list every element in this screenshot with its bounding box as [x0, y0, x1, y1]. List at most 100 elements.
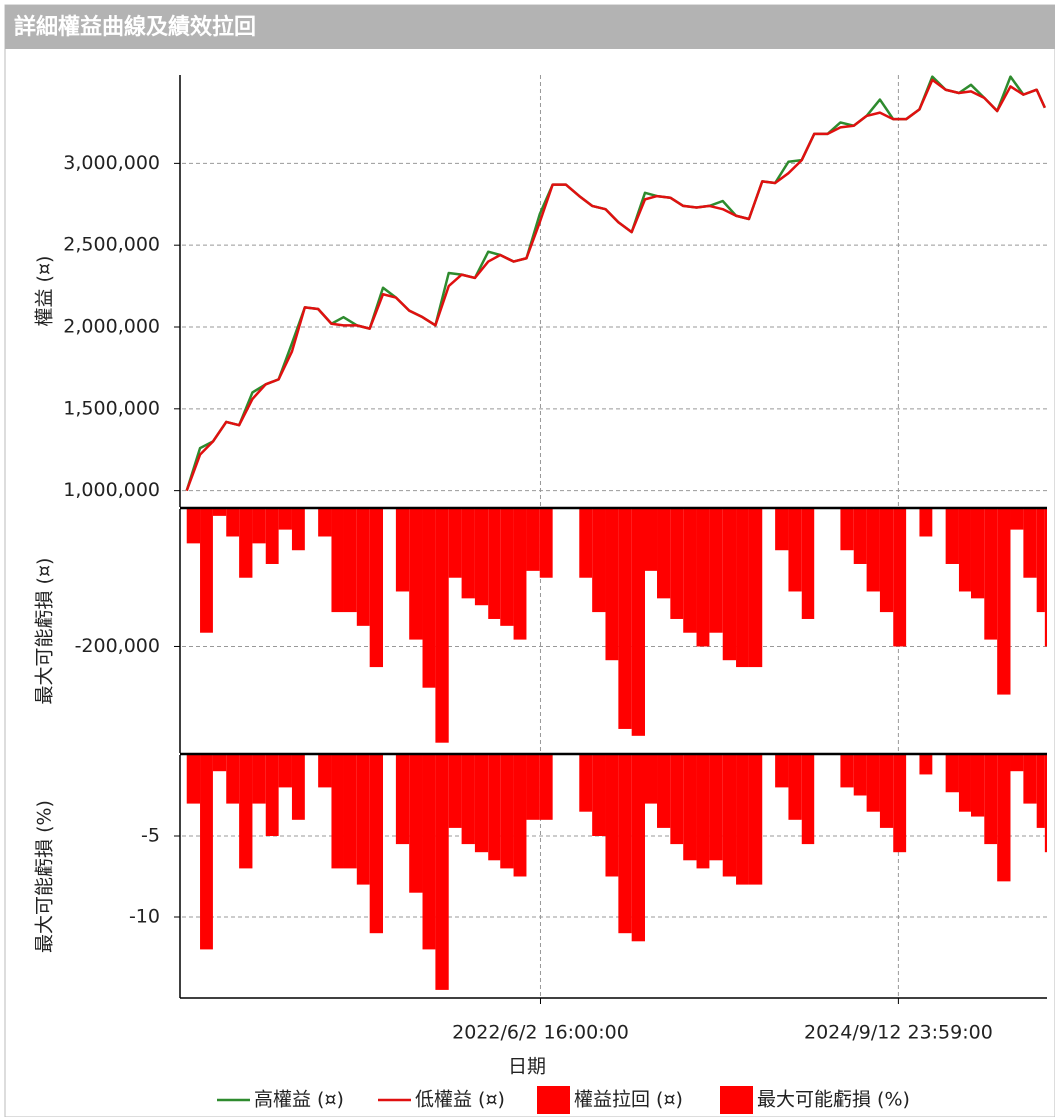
drawdown-bar: [579, 509, 593, 578]
legend-label: 權益拉回 (¤): [574, 1089, 683, 1111]
drawdown-bar: [893, 509, 907, 647]
drawdown-bar: [592, 755, 606, 836]
drawdown-bar: [409, 509, 423, 640]
y-tick-label: 2,500,000: [63, 234, 160, 256]
drawdown-bar: [618, 755, 632, 934]
legend-label: 最大可能虧損 (%): [757, 1089, 910, 1111]
drawdown-bar: [369, 755, 384, 934]
drawdown-bar: [997, 755, 1011, 882]
drawdown-bar: [395, 509, 410, 592]
drawdown-bar: [748, 755, 763, 885]
drawdown-bar: [343, 509, 357, 613]
drawdown-bar: [919, 755, 933, 775]
y-axis-label: 權益 (¤): [34, 256, 56, 327]
y-tick-label: -5: [141, 825, 160, 847]
drawdown-bar: [291, 755, 305, 820]
drawdown-bar: [945, 755, 959, 793]
drawdown-bar: [579, 755, 593, 812]
y-tick-label: 3,000,000: [63, 152, 160, 174]
drawdown-bar: [461, 755, 475, 845]
drawdown-bar: [356, 509, 370, 626]
legend-label: 低權益 (¤): [415, 1089, 505, 1111]
legend-swatch: [720, 1086, 753, 1114]
drawdown-bar: [200, 755, 213, 950]
drawdown-bar: [775, 755, 789, 788]
drawdown-bar: [1023, 755, 1037, 804]
drawdown-bar: [239, 509, 253, 578]
drawdown-bar: [539, 755, 553, 820]
drawdown-bar: [879, 509, 894, 613]
drawdown-bar: [318, 755, 332, 788]
drawdown-bar: [526, 509, 540, 571]
drawdown-bar: [984, 755, 998, 845]
y-axis-label: 最大可能虧損 (%): [34, 800, 56, 953]
drawdown-bar: [866, 509, 880, 592]
drawdown-bar: [526, 755, 540, 820]
drawdown-bar: [1023, 509, 1037, 578]
y-tick-label: 1,500,000: [63, 397, 160, 419]
drawdown-bar: [605, 755, 619, 877]
drawdown-bar: [461, 509, 475, 599]
drawdown-bar: [683, 509, 697, 633]
drawdown-bar: [331, 755, 344, 869]
drawdown-bar: [448, 755, 462, 828]
drawdown-bar: [500, 755, 514, 869]
drawdown-bar: [474, 509, 489, 606]
drawdown-bar: [539, 509, 553, 578]
drawdown-bar: [657, 755, 671, 828]
drawdown-bar: [278, 755, 292, 788]
drawdown-bar: [958, 509, 971, 592]
drawdown-bar: [488, 755, 501, 861]
drawdown-bar: [1010, 509, 1024, 530]
drawdown-bar: [997, 509, 1011, 695]
drawdown-bar: [186, 509, 201, 544]
drawdown-bar: [226, 509, 240, 537]
drawdown-bar: [657, 509, 671, 599]
drawdown-bar: [369, 509, 384, 668]
drawdown-bar: [801, 509, 815, 619]
drawdown-bar: [631, 755, 645, 942]
drawdown-bar: [670, 755, 684, 845]
drawdown-bar: [775, 509, 789, 551]
drawdown-bar: [435, 755, 449, 990]
drawdown-bar: [722, 755, 737, 877]
drawdown-bar: [1044, 509, 1047, 647]
drawdown-bar: [631, 509, 645, 736]
drawdown-bar: [1036, 509, 1045, 613]
drawdown-bar: [318, 509, 332, 537]
drawdown-bar: [252, 509, 266, 544]
x-tick-label: 2022/6/2 16:00:00: [452, 1022, 629, 1044]
drawdown-bar: [422, 509, 436, 688]
drawdown-bar: [513, 755, 527, 877]
drawdown-bar: [618, 509, 632, 729]
drawdown-bar: [840, 509, 854, 551]
drawdown-bar: [500, 509, 514, 626]
drawdown-bar: [395, 755, 410, 845]
drawdown-bar: [722, 509, 737, 661]
drawdown-bar: [239, 755, 253, 869]
drawdown-bar: [356, 755, 370, 885]
drawdown-bar: [409, 755, 423, 893]
drawdown-bar: [866, 755, 880, 812]
drawdown-bar: [291, 509, 305, 551]
drawdown-bar: [331, 509, 344, 613]
y-tick-label: 1,000,000: [63, 479, 160, 501]
drawdown-bar: [265, 755, 279, 836]
x-tick-label: 2024/9/12 23:59:00: [804, 1022, 993, 1044]
drawdown-bar: [422, 755, 436, 950]
drawdown-bar: [212, 509, 227, 516]
drawdown-bar: [840, 755, 854, 788]
drawdown-bar: [683, 755, 697, 861]
drawdown-bar: [474, 755, 489, 853]
drawdown-bar: [605, 509, 619, 661]
drawdown-bar: [670, 509, 684, 619]
drawdown-bar: [853, 755, 867, 796]
drawdown-bar: [709, 509, 723, 633]
x-axis-label: 日期: [508, 1056, 546, 1078]
equity-line: [185, 78, 1046, 492]
drawdown-bar: [1036, 755, 1045, 828]
drawdown-bar: [592, 509, 606, 613]
drawdown-bar: [644, 755, 658, 804]
drawdown-bar: [226, 755, 240, 804]
chart-title: 詳細權益曲線及績效拉回: [14, 14, 256, 40]
